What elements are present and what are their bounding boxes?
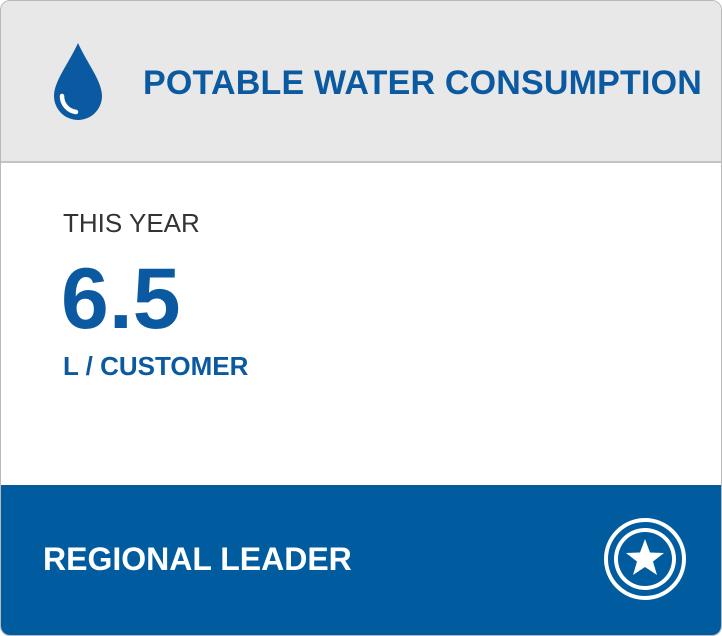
card-body: THIS YEAR 6.5 L / CUSTOMER	[1, 163, 721, 485]
star-badge-icon[interactable]	[603, 517, 687, 601]
card-header: POTABLE WATER CONSUMPTION	[1, 1, 721, 163]
regional-leader-label: REGIONAL LEADER	[43, 541, 352, 577]
period-label: THIS YEAR	[63, 208, 200, 238]
metric-unit: L / CUSTOMER	[63, 351, 249, 381]
card-title: POTABLE WATER CONSUMPTION	[143, 64, 703, 102]
metric-value: 6.5	[61, 251, 181, 347]
card-footer: REGIONAL LEADER	[1, 485, 721, 635]
water-drop-icon	[53, 41, 103, 121]
